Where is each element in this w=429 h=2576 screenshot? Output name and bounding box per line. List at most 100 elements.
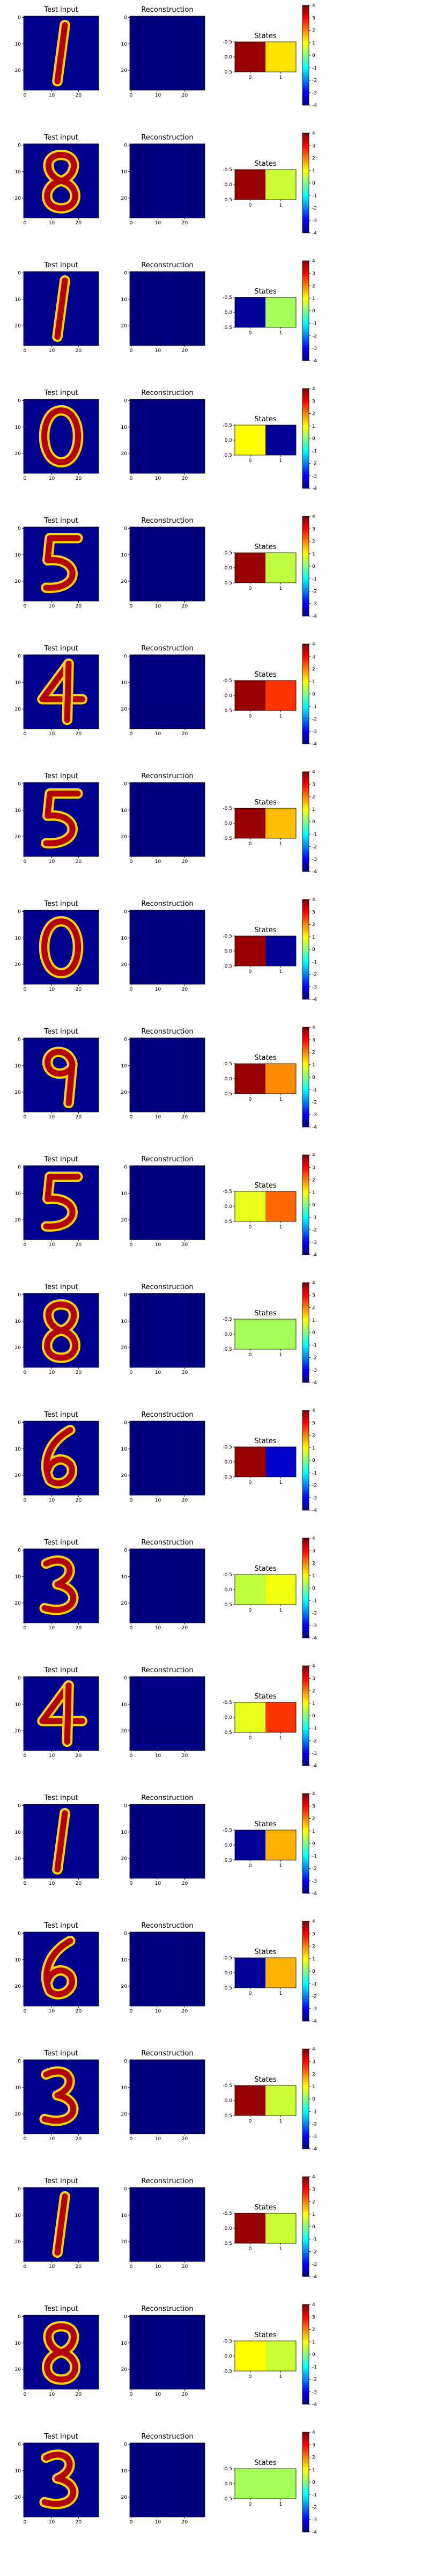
test-input-image-xtick-label: 20 [76,2520,82,2525]
states-xtick-label: 0 [249,331,252,336]
test-input-image-ytick-label: 10 [15,2341,21,2346]
colorbar-tick-label: 0 [312,2352,315,2358]
colorbar-tick-label: -1 [312,2492,317,2498]
state-cell [265,936,296,966]
reconstruction-image-digit [155,2188,180,2261]
reconstruction-image-xtick-label: 20 [182,987,188,992]
states-title: States [254,415,276,423]
states-title: States [254,1182,276,1190]
colorbar-tick-label: -3 [312,1751,317,1757]
test-input-image-xtick-label: 20 [76,1115,82,1120]
test-input-image-ytick-label: 10 [15,2469,21,2474]
test-input-image: 0 0 10 10 20 20 [15,2186,99,2270]
states-ytick-label: 0.5 [225,2369,232,2374]
colorbar-tick-label: 1 [312,1829,315,1834]
reconstruction-image-core [149,789,188,847]
test-input-image-xtick-label: 10 [49,1242,55,1248]
reconstruction-image-xtick-label: 0 [130,2136,133,2142]
test-input-image-xtick-label: 20 [76,348,82,354]
state-cell [235,2085,265,2116]
test-input-image-stroke [45,1049,76,1106]
reconstruction-image-frame [129,526,205,602]
reconstruction-image-ytick-label: 10 [121,1319,128,1324]
states-ytick-label: 0.5 [225,1602,232,1608]
reconstruction-image-core [149,1426,182,1487]
reconstruction-title: Reconstruction [141,261,193,269]
reconstruction-image-ytick-label: 0 [124,15,127,20]
states-xtick-label: 1 [279,1097,283,1102]
test-input-image-digit [41,1424,78,1489]
states-xtick-label: 0 [249,2374,252,2380]
states-ytick-label: 0.0 [225,2098,233,2104]
reconstruction-image-ytick-label: 0 [124,1420,127,1425]
test-input-image-xtick-label: 20 [76,859,82,865]
reconstruction-image: 0 0 10 10 20 20 [121,1165,205,1248]
test-input-image-xtick-label: 20 [76,731,82,737]
test-input-image: 0 0 10 10 20 20 [15,781,99,865]
test-input-image-ytick-label: 20 [15,2112,21,2117]
states-ytick-label: -0.5 [223,678,232,684]
states-ytick-label: 0.0 [225,1715,233,1721]
reconstruction-image-core [149,534,188,592]
colorbar [302,1154,309,1255]
colorbar-tick-label: 3 [312,271,315,276]
colorbar-tick-label: -3 [312,1113,317,1118]
colorbar-tick-label: 2 [312,539,315,545]
test-input-image-ytick-label: 10 [15,1191,21,1197]
reconstruction-image-ytick-label: 20 [121,324,128,329]
colorbar-tick-label: -3 [312,2134,317,2140]
test-input-image-xtick-label: 10 [49,731,55,737]
test-input-image-frame [23,654,99,729]
colorbar-tick-label: 1 [312,1190,315,1196]
state-cell [235,2341,265,2371]
test-input-image-frame [23,1165,99,1240]
state-cell [235,680,265,711]
states-ytick-label: 0.0 [225,1587,233,1593]
reconstruction-image-ytick-label: 10 [121,297,128,303]
colorbar-tick-label: 0 [312,1714,315,1719]
test-input-image-digit [39,405,84,467]
colorbar-tick-label: 1 [312,1446,315,1451]
reconstruction-image: 0 0 10 10 20 20 [121,2442,205,2525]
colorbar-tick-label: 3 [312,1931,315,1937]
reconstruction-image: 0 0 10 10 20 20 [121,1037,205,1120]
reconstruction-image-xtick-label: 0 [130,93,133,98]
reconstruction-image: 0 0 10 10 20 20 [121,1292,205,1375]
test-input-image-digit [52,275,70,342]
reconstruction-image-core [147,1557,183,1614]
reconstruction-image-xtick-label: 0 [130,1626,133,1631]
reconstruction-image-xtick-label: 10 [155,987,161,992]
reconstruction-image-ytick-label: 10 [121,1702,128,1708]
state-cell [265,1958,296,1988]
states-xtick-label: 0 [249,1736,252,1741]
test-input-image-xtick-label: 0 [24,987,27,992]
colorbar-tick-label: 4 [312,1280,315,1286]
reconstruction-image-ytick-label: 10 [121,2469,128,2474]
test-input-image-ytick-label: 10 [15,936,21,941]
reconstruction-title: Reconstruction [141,1283,193,1291]
reconstruction-title: Reconstruction [141,6,193,14]
colorbar-tick-label: 2 [312,667,315,672]
colorbar-tick-label: 4 [312,1664,315,1669]
reconstruction-image: 0 0 10 10 20 20 [121,781,205,865]
states-xtick-label: 1 [279,714,283,719]
test-input-image-ytick-label: 0 [18,2314,21,2319]
colorbar [302,133,309,233]
test-input-image-ytick-label: 10 [15,297,21,303]
states-xtick-label: 1 [279,969,283,975]
reconstruction-image: 0 0 10 10 20 20 [121,15,205,98]
colorbar-tick-label: 1 [312,1957,315,1962]
colorbar-tick-label: 4 [312,2430,315,2435]
colorbar-tick-label: 2 [312,1050,315,1056]
state-cell [235,1958,265,1988]
colorbar-tick-label: 1 [312,679,315,685]
test-input-image: 0 0 10 10 20 20 [15,1165,99,1248]
figure-row: Test input Reconstruction States -0.5 0.0 0.5… [43,131,317,236]
test-input-image-xtick-label: 0 [24,93,27,98]
reconstruction-image-core [149,2322,186,2383]
test-input-image-ytick-label: 20 [15,1729,21,1734]
colorbar-tick-label: 4 [312,2175,315,2180]
reconstruction-title: Reconstruction [141,645,193,653]
figure-row: Test input Reconstruction States -0.5 0.0 0.5… [43,1919,317,2024]
colorbar [302,643,309,744]
